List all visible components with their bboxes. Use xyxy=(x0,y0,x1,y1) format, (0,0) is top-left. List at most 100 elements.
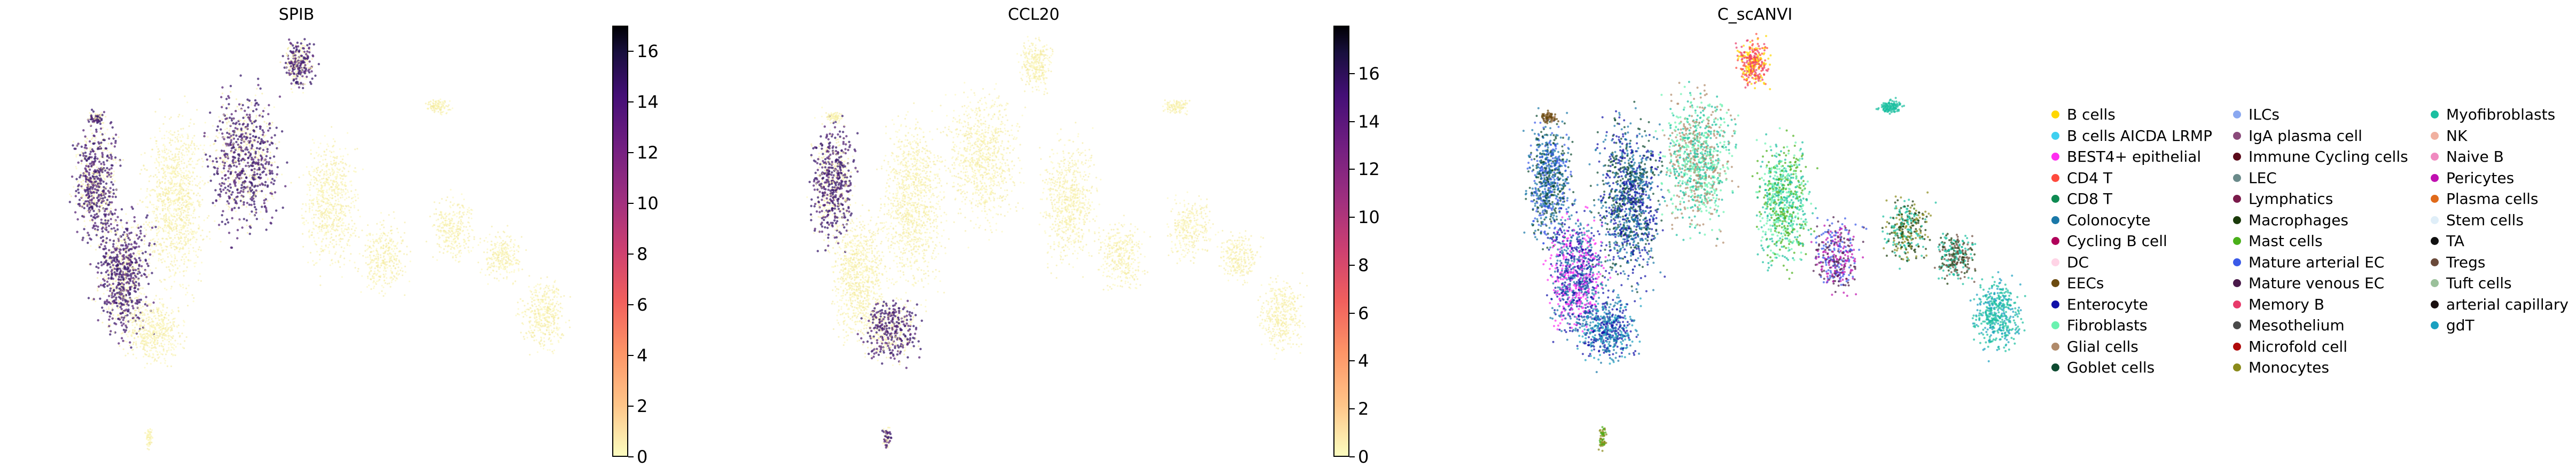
cell-point xyxy=(351,197,353,200)
cell-point xyxy=(148,273,150,276)
cell-point xyxy=(238,191,241,194)
cell-point xyxy=(251,176,254,179)
cell-point xyxy=(118,289,120,291)
cell-point xyxy=(179,183,181,185)
cell-point xyxy=(301,74,303,76)
cell-point xyxy=(88,210,90,212)
cell-point xyxy=(79,142,81,145)
cell-point xyxy=(149,253,152,256)
cell-point xyxy=(122,339,124,342)
cell-point xyxy=(163,226,166,228)
cell-point xyxy=(318,189,320,192)
cell-point xyxy=(154,240,156,242)
cell-point xyxy=(127,219,129,222)
cell-point xyxy=(170,189,172,192)
cell-point xyxy=(161,251,163,253)
cell-point xyxy=(181,191,183,193)
cell-point xyxy=(158,171,160,173)
cell-point xyxy=(184,260,186,263)
cell-point xyxy=(251,101,253,104)
cell-point xyxy=(152,176,155,178)
cell-point xyxy=(295,77,298,80)
cell-point xyxy=(175,194,177,196)
cell-point xyxy=(163,343,166,346)
cell-point xyxy=(106,280,109,283)
cell-point xyxy=(246,148,249,151)
cell-point xyxy=(192,212,194,215)
cell-point xyxy=(174,242,176,244)
cell-point xyxy=(143,235,146,238)
cell-point xyxy=(172,347,174,349)
cell-point xyxy=(166,351,168,353)
cell-point xyxy=(167,332,169,334)
cell-point xyxy=(196,185,199,187)
cell-point xyxy=(110,198,112,200)
cell-point xyxy=(339,168,341,170)
cell-point xyxy=(224,223,227,226)
cell-point xyxy=(173,167,175,169)
cell-point xyxy=(218,120,221,122)
cell-point xyxy=(177,310,179,312)
cell-point xyxy=(125,326,128,329)
cell-point xyxy=(328,184,330,186)
cell-point xyxy=(155,243,158,246)
cell-point xyxy=(257,84,260,86)
cell-point xyxy=(134,330,136,332)
cell-point xyxy=(318,199,320,201)
cell-point xyxy=(161,204,164,207)
cell-point xyxy=(215,157,217,160)
cell-point xyxy=(179,238,181,240)
cell-point xyxy=(105,237,108,240)
cell-point xyxy=(342,233,345,235)
cell-point xyxy=(255,156,257,159)
cell-point xyxy=(85,202,87,204)
cell-point xyxy=(315,213,317,216)
cell-point xyxy=(146,214,149,217)
cell-point xyxy=(308,231,310,233)
cell-point xyxy=(130,274,132,278)
cell-point xyxy=(178,242,181,244)
cell-point xyxy=(180,174,182,176)
cell-point xyxy=(162,164,165,166)
cell-point xyxy=(108,311,112,314)
cell-point xyxy=(113,297,115,299)
cell-point xyxy=(163,338,166,340)
cell-point xyxy=(166,330,168,332)
cell-point xyxy=(316,200,318,203)
cell-point xyxy=(350,228,353,230)
cell-point xyxy=(268,163,270,165)
cell-point xyxy=(214,189,217,192)
cell-point xyxy=(234,171,237,173)
cell-point xyxy=(227,142,229,145)
cell-point xyxy=(243,135,246,138)
panel-spib: SPIB 0 2 4 6 8 10 12 14 16 xyxy=(0,0,737,475)
cell-point xyxy=(171,153,174,156)
cell-point xyxy=(76,218,79,221)
cell-point xyxy=(178,202,181,204)
cell-point xyxy=(256,191,259,193)
cell-point xyxy=(115,256,118,259)
cell-point xyxy=(185,206,188,208)
cell-point xyxy=(188,250,190,252)
cell-point xyxy=(132,331,134,333)
cell-point xyxy=(99,168,102,171)
cell-point xyxy=(157,198,160,200)
cell-point xyxy=(226,131,229,134)
cell-point xyxy=(148,335,150,337)
cell-point xyxy=(319,275,322,278)
cell-point xyxy=(97,262,100,265)
cell-point xyxy=(168,347,170,349)
cell-point xyxy=(100,165,103,167)
cell-point xyxy=(177,209,179,211)
cell-point xyxy=(248,191,250,193)
cell-point xyxy=(129,248,132,250)
cell-point xyxy=(109,266,112,268)
cell-point xyxy=(191,153,193,155)
cell-point xyxy=(347,232,349,234)
cell-point xyxy=(110,218,112,220)
cell-point xyxy=(307,62,309,65)
cell-point xyxy=(221,177,224,180)
cell-point xyxy=(270,164,273,167)
cell-point xyxy=(138,330,140,332)
cell-point xyxy=(182,283,184,286)
